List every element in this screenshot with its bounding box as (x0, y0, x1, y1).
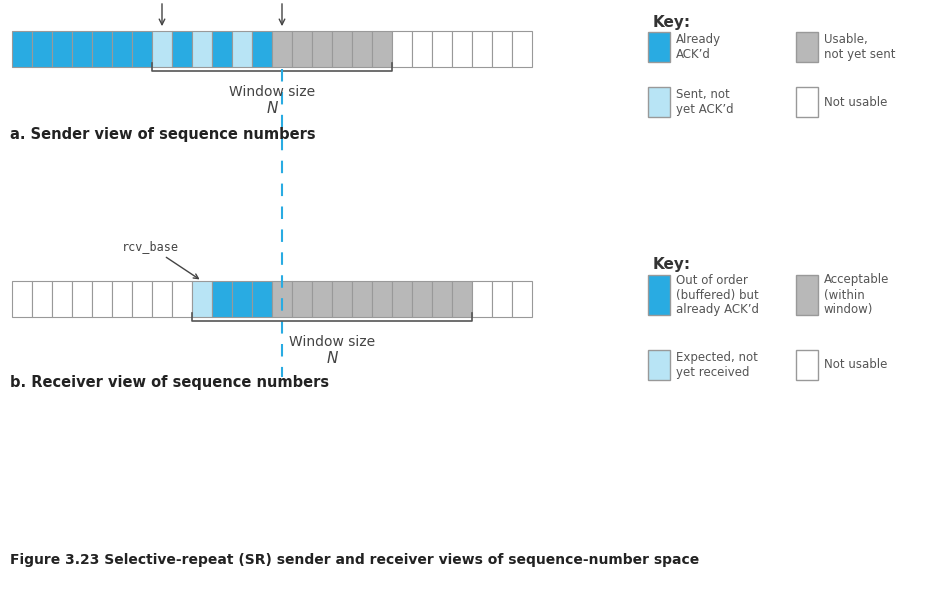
Bar (12, 31, 32, 67)
Bar (648, 275, 670, 315)
Bar (72, 31, 92, 67)
Bar (72, 281, 92, 317)
Bar (172, 31, 192, 67)
Bar (192, 281, 212, 317)
Bar (796, 87, 818, 117)
Bar (452, 281, 472, 317)
Bar (12, 281, 32, 317)
Bar (796, 350, 818, 380)
Bar (152, 31, 172, 67)
Bar (392, 31, 412, 67)
Text: Not usable: Not usable (824, 96, 887, 109)
Bar (312, 281, 332, 317)
Text: rcv_base: rcv_base (121, 240, 198, 279)
Bar (512, 31, 532, 67)
Text: b. Receiver view of sequence numbers: b. Receiver view of sequence numbers (10, 375, 329, 390)
Bar (392, 281, 412, 317)
Bar (52, 31, 72, 67)
Text: Acceptable
(within
window): Acceptable (within window) (824, 273, 889, 316)
Text: Expected, not
yet received: Expected, not yet received (676, 351, 758, 379)
Bar (796, 32, 818, 62)
Bar (252, 31, 272, 67)
Bar (32, 281, 52, 317)
Bar (212, 281, 232, 317)
Bar (92, 31, 112, 67)
Bar (272, 281, 292, 317)
Bar (472, 31, 492, 67)
Text: Key:: Key: (653, 257, 692, 272)
Text: N: N (266, 101, 278, 116)
Bar (352, 281, 372, 317)
Bar (332, 31, 352, 67)
Bar (492, 281, 512, 317)
Text: a. Sender view of sequence numbers: a. Sender view of sequence numbers (10, 127, 315, 142)
Bar (472, 281, 492, 317)
Bar (232, 31, 252, 67)
Bar (272, 31, 292, 67)
Bar (112, 281, 132, 317)
Bar (112, 31, 132, 67)
Bar (292, 281, 312, 317)
Bar (432, 281, 452, 317)
Text: Not usable: Not usable (824, 359, 887, 371)
Bar (492, 31, 512, 67)
Bar (92, 281, 112, 317)
Bar (132, 31, 152, 67)
Bar (212, 31, 232, 67)
Bar (512, 281, 532, 317)
Text: Key:: Key: (653, 15, 692, 30)
Bar (412, 281, 432, 317)
Bar (432, 31, 452, 67)
Bar (796, 275, 818, 315)
Text: Out of order
(buffered) but
already ACK’d: Out of order (buffered) but already ACK’… (676, 273, 759, 316)
Bar (32, 31, 52, 67)
Bar (172, 281, 192, 317)
Text: Window size: Window size (289, 335, 375, 349)
Bar (132, 281, 152, 317)
Bar (292, 31, 312, 67)
Bar (352, 31, 372, 67)
Bar (648, 350, 670, 380)
Bar (252, 281, 272, 317)
Bar (648, 32, 670, 62)
Text: Sent, not
yet ACK’d: Sent, not yet ACK’d (676, 88, 733, 116)
Bar (312, 31, 332, 67)
Bar (332, 281, 352, 317)
Bar (452, 31, 472, 67)
Text: Already
ACK’d: Already ACK’d (676, 33, 721, 61)
Bar (648, 87, 670, 117)
Bar (152, 281, 172, 317)
Bar (192, 31, 212, 67)
Text: Window size: Window size (229, 85, 315, 99)
Bar (372, 31, 392, 67)
Text: N: N (326, 351, 337, 366)
Bar (52, 281, 72, 317)
Bar (412, 31, 432, 67)
Bar (232, 281, 252, 317)
Text: Figure 3.23 Selective-repeat (SR) sender and receiver views of sequence-number s: Figure 3.23 Selective-repeat (SR) sender… (10, 553, 699, 567)
Text: Usable,
not yet sent: Usable, not yet sent (824, 33, 895, 61)
Bar (372, 281, 392, 317)
